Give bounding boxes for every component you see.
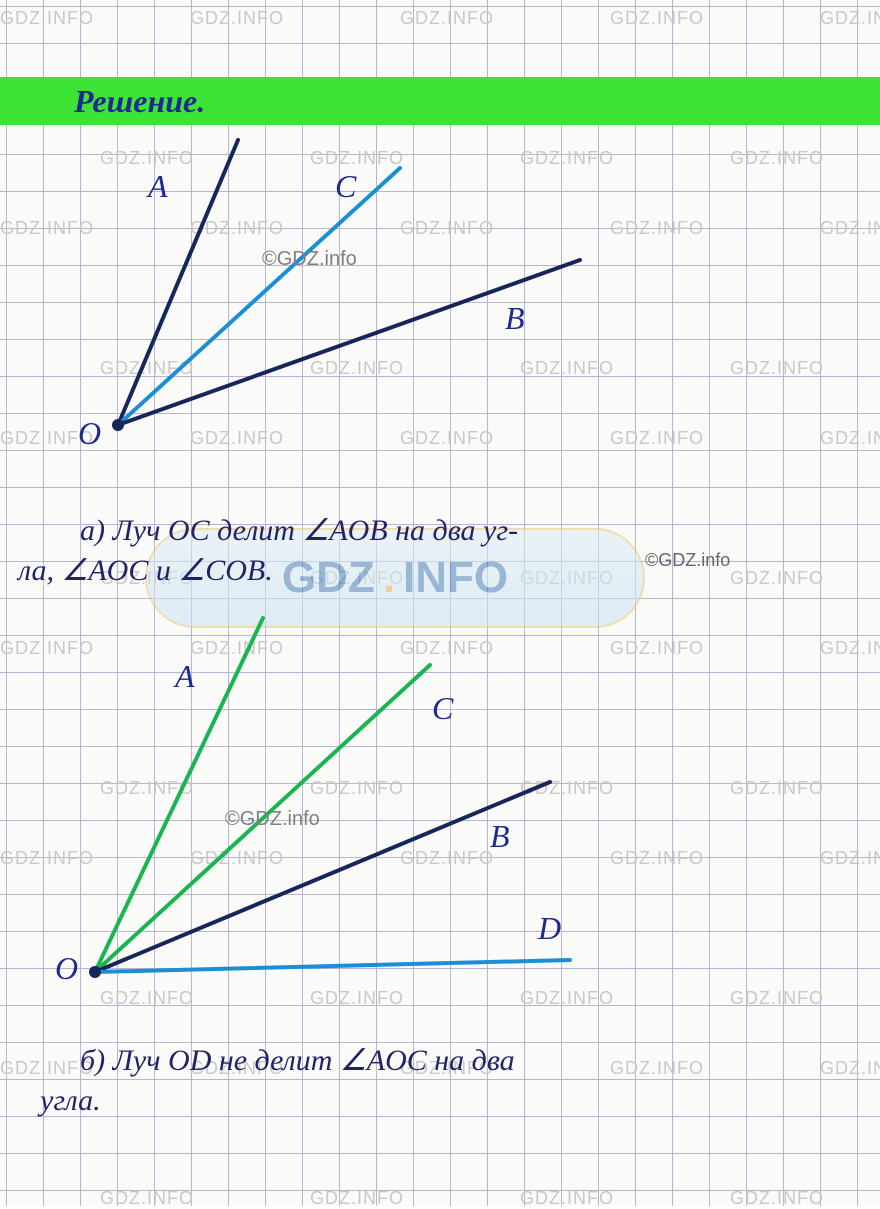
label-b-B: B — [490, 818, 510, 855]
center-watermark-text: ©GDZ.info — [225, 808, 320, 831]
ray-OC — [118, 168, 400, 425]
label-a-O: O — [78, 415, 101, 452]
label-b-O: O — [55, 950, 78, 987]
ray-OA — [118, 140, 238, 425]
ray-OD — [95, 960, 570, 972]
answer-a-line2: ла, ∠AOC и ∠COB. — [18, 552, 273, 590]
answer-b-line2: угла. — [40, 1082, 101, 1120]
copyright-text: ©GDZ.info — [645, 550, 730, 571]
label-a-C: C — [335, 168, 356, 205]
origin-point — [112, 419, 124, 431]
label-b-A: A — [175, 658, 195, 695]
label-a-A: A — [148, 168, 168, 205]
origin-point — [89, 966, 101, 978]
ray-OB — [118, 260, 580, 425]
label-b-C: C — [432, 690, 453, 727]
answer-a-line1: а) Луч OC делит ∠AOB на два уг- — [80, 512, 518, 550]
label-a-B: B — [505, 300, 525, 337]
answer-b-line1: б) Луч OD не делит ∠AOC на два — [80, 1042, 515, 1080]
diagrams-svg — [0, 0, 880, 1206]
ray-OB — [95, 782, 550, 972]
label-b-D: D — [538, 910, 561, 947]
center-watermark-text: ©GDZ.info — [262, 248, 357, 271]
